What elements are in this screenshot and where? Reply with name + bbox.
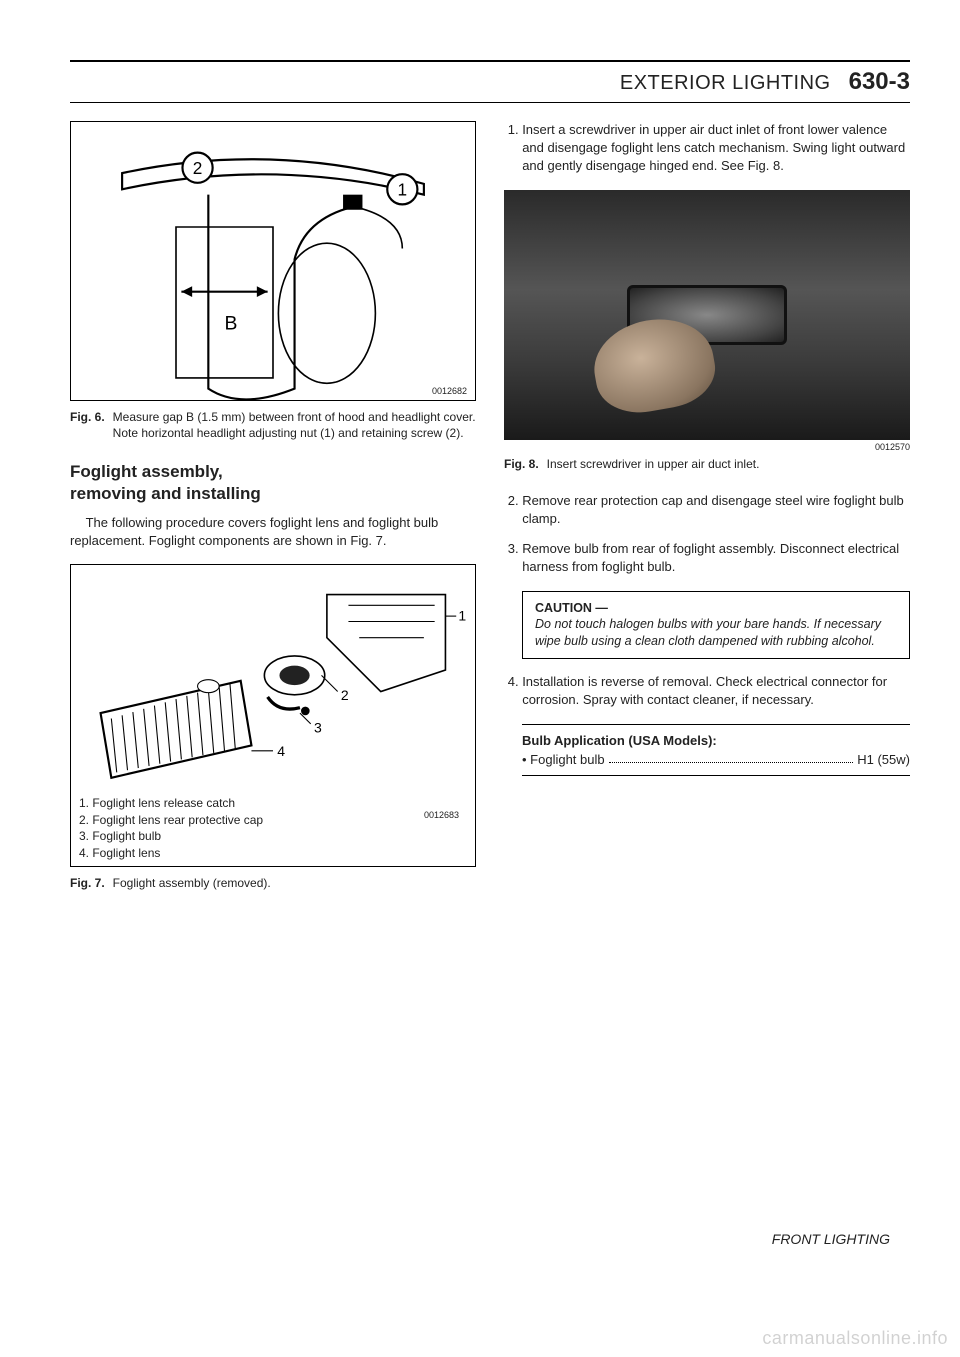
bulb-app-head: Bulb Application (USA Models):: [522, 733, 910, 748]
section-heading: Foglight assembly, removing and installi…: [70, 461, 476, 504]
watermark: carmanualsonline.info: [762, 1328, 948, 1349]
left-column: 1 2 B 0012682 Fig. 6. Measure gap B (1.5…: [70, 121, 476, 911]
legend-item-2: 2. Foglight lens rear protective cap: [79, 812, 467, 829]
bulb-application-box: Bulb Application (USA Models): • Fogligh…: [522, 724, 910, 777]
figure-6-text: Measure gap B (1.5 mm) between front of …: [113, 409, 476, 441]
page-footer: FRONT LIGHTING: [772, 1231, 890, 1247]
figure-8-text: Insert screwdriver in upper air duct inl…: [547, 456, 910, 472]
callout-2: 2: [341, 687, 349, 703]
figure-6-id: 0012682: [432, 386, 467, 396]
figure-6-label: Fig. 6.: [70, 409, 105, 441]
bulb-dots: [609, 752, 854, 764]
bulb-item-value: H1 (55w): [857, 752, 910, 768]
caution-head: CAUTION —: [535, 601, 608, 615]
figure-7-label: Fig. 7.: [70, 875, 105, 891]
section-title: EXTERIOR LIGHTING: [620, 72, 831, 95]
figure-7-legend: 1. Foglight lens release catch 2. Foglig…: [79, 795, 467, 862]
bulb-item-label: • Foglight bulb: [522, 752, 605, 768]
content-columns: 1 2 B 0012682 Fig. 6. Measure gap B (1.5…: [70, 121, 910, 911]
figure-7-diagram: 1 2 3 4: [79, 573, 467, 789]
callout-4: 4: [277, 743, 285, 759]
figure-8-id: 0012570: [504, 442, 910, 452]
legend-item-1: 1. Foglight lens release catch: [79, 795, 467, 812]
caution-box: CAUTION — Do not touch halogen bulbs wit…: [522, 591, 910, 660]
callout-b: B: [225, 312, 238, 334]
figure-7-box: 1 2 3 4 1. Foglight lens release catch 2…: [70, 564, 476, 867]
step-2: Remove rear protection cap and disengage…: [522, 492, 910, 528]
page-number: 630-3: [849, 68, 910, 96]
procedure-steps-a: Insert a screwdriver in upper air duct i…: [504, 121, 910, 176]
figure-7-caption: Fig. 7. Foglight assembly (removed).: [70, 875, 476, 891]
legend-item-4: 4. Foglight lens: [79, 845, 467, 862]
figure-7-id: 0012683: [424, 809, 459, 822]
callout-3: 3: [314, 720, 322, 736]
figure-8-photo: [504, 190, 910, 440]
step-4: Installation is reverse of removal. Chec…: [522, 673, 910, 709]
manual-page: EXTERIOR LIGHTING 630-3 1: [0, 0, 960, 1357]
callout-1: 1: [458, 608, 466, 624]
legend-item-3: 3. Foglight bulb: [79, 828, 467, 845]
right-column: Insert a screwdriver in upper air duct i…: [504, 121, 910, 911]
bulb-app-row: • Foglight bulb H1 (55w): [522, 752, 910, 768]
step-1: Insert a screwdriver in upper air duct i…: [522, 121, 910, 176]
top-rule: [70, 60, 910, 62]
figure-6-diagram: 1 2 B: [79, 130, 467, 410]
figure-8-label: Fig. 8.: [504, 456, 539, 472]
heading-line-1: Foglight assembly,: [70, 462, 223, 481]
figure-8-caption: Fig. 8. Insert screwdriver in upper air …: [504, 456, 910, 472]
figure-7-text: Foglight assembly (removed).: [113, 875, 476, 891]
procedure-steps-c: Installation is reverse of removal. Chec…: [504, 673, 910, 709]
caution-body: Do not touch halogen bulbs with your bar…: [535, 617, 881, 648]
procedure-steps-b: Remove rear protection cap and disengage…: [504, 492, 910, 577]
figure-6-box: 1 2 B 0012682: [70, 121, 476, 401]
callout-2: 2: [193, 158, 203, 178]
intro-paragraph: The following procedure covers foglight …: [70, 514, 476, 550]
figure-6-caption: Fig. 6. Measure gap B (1.5 mm) between f…: [70, 409, 476, 441]
step-3: Remove bulb from rear of foglight assemb…: [522, 540, 910, 576]
callout-1: 1: [398, 180, 408, 200]
heading-line-2: removing and installing: [70, 484, 261, 503]
page-header: EXTERIOR LIGHTING 630-3: [70, 68, 910, 103]
